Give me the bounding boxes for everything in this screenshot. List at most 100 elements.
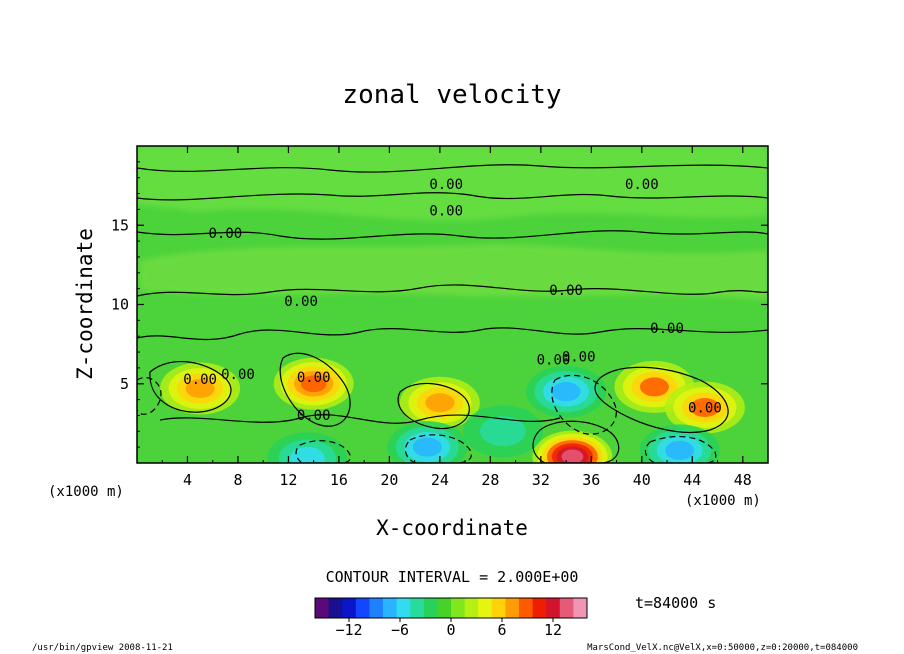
colorbar-swatch bbox=[559, 598, 574, 618]
contour-line bbox=[295, 440, 351, 463]
contour-label: 0.00 bbox=[688, 400, 722, 416]
contour-label: 0.00 bbox=[650, 321, 684, 337]
colorbar-swatch bbox=[464, 598, 479, 618]
x-tick-label: 36 bbox=[582, 471, 600, 489]
contour-line bbox=[137, 327, 768, 341]
contour-interval: CONTOUR INTERVAL = 2.000E+00 bbox=[326, 568, 579, 586]
colorbar-swatch bbox=[423, 598, 438, 618]
contour-line bbox=[594, 366, 729, 433]
contour-label: 0.00 bbox=[297, 370, 331, 386]
contour-label: 0.00 bbox=[549, 283, 583, 299]
colorbar-swatch bbox=[437, 598, 452, 618]
data-blob bbox=[551, 382, 581, 402]
contour-label: 0.00 bbox=[183, 372, 217, 388]
x-tick-label: 24 bbox=[431, 471, 449, 489]
data-blob bbox=[185, 379, 215, 399]
negative-contours bbox=[137, 374, 717, 463]
contour-label: 0.00 bbox=[537, 353, 571, 369]
contour-line bbox=[137, 230, 768, 240]
contour-label: 0.00 bbox=[208, 226, 242, 242]
upper-band bbox=[137, 146, 768, 221]
data-blob bbox=[425, 393, 455, 413]
colorbar-swatch bbox=[519, 598, 534, 618]
x-tick-label: 4 bbox=[183, 471, 192, 489]
contour-line bbox=[644, 435, 717, 463]
colorbar-tick-label: 0 bbox=[446, 621, 455, 639]
footer-source: MarsCond_VelX.nc@VelX,x=0:50000,z=0:2000… bbox=[587, 643, 858, 653]
contour-line bbox=[397, 382, 470, 430]
x-tick-label: 12 bbox=[279, 471, 297, 489]
colorbar-tick-label: 12 bbox=[544, 621, 562, 639]
contour-line bbox=[137, 192, 768, 201]
middle-band bbox=[140, 244, 768, 300]
colorbar-swatch bbox=[328, 598, 343, 618]
x-tick-label: 28 bbox=[481, 471, 499, 489]
contour-label: 0.00 bbox=[562, 350, 596, 366]
contour-line bbox=[532, 420, 620, 463]
colorbar-swatch bbox=[532, 598, 547, 618]
contour-line bbox=[149, 360, 232, 413]
x-tick-label: 44 bbox=[683, 471, 701, 489]
field-features: 0.000.000.000.000.000.000.000.000.000.00… bbox=[137, 146, 768, 463]
contour-line bbox=[279, 352, 351, 427]
data-blob bbox=[479, 416, 526, 447]
colorbar: −12 −6 0 6 12 bbox=[314, 597, 588, 639]
contour-label: 0.00 bbox=[284, 294, 318, 310]
data-blob bbox=[639, 377, 669, 397]
contour-label: 0.00 bbox=[625, 177, 659, 193]
colorbar-swatch bbox=[505, 598, 520, 618]
footer-program: /usr/bin/gpview 2008-11-21 bbox=[32, 643, 173, 653]
x-tick-label: 20 bbox=[380, 471, 398, 489]
contour-line bbox=[551, 374, 617, 435]
chart-title: zonal velocity bbox=[342, 80, 561, 110]
colorbar-swatch bbox=[396, 598, 411, 618]
data-blob bbox=[290, 446, 325, 463]
data-blob bbox=[561, 449, 584, 463]
colorbar-tick-label: −6 bbox=[391, 621, 409, 639]
x-tick-label: 16 bbox=[330, 471, 348, 489]
x-tick-label: 48 bbox=[734, 471, 752, 489]
colorbar-swatch bbox=[491, 598, 506, 618]
time-label: t=84000 s bbox=[635, 594, 716, 612]
y-axis-label: Z-coordinate bbox=[73, 228, 97, 380]
colorbar-swatch bbox=[355, 598, 370, 618]
colorbar-swatch bbox=[546, 598, 561, 618]
x-tick-label: 8 bbox=[233, 471, 242, 489]
contour-line bbox=[137, 164, 768, 173]
x-unit-left: (x1000 m) bbox=[48, 484, 124, 500]
contour-label: 0.00 bbox=[297, 408, 331, 424]
data-blob bbox=[412, 437, 442, 457]
colorbar-tick-label: 6 bbox=[497, 621, 506, 639]
contour-line bbox=[159, 414, 561, 424]
contour-label: 0.00 bbox=[429, 177, 463, 193]
x-tick-label: 40 bbox=[633, 471, 651, 489]
colorbar-swatch bbox=[315, 598, 330, 618]
contour-lines bbox=[137, 164, 768, 463]
y-tick-label: 15 bbox=[111, 216, 129, 234]
contour-line bbox=[137, 284, 768, 297]
colorbar-swatch bbox=[478, 598, 493, 618]
colorbar-swatch bbox=[342, 598, 357, 618]
x-axis-label: X-coordinate bbox=[376, 516, 528, 540]
colorbar-tick-label: −12 bbox=[335, 621, 362, 639]
colorbar-swatch bbox=[383, 598, 398, 618]
y-tick-label: 5 bbox=[120, 375, 129, 393]
contour-line bbox=[404, 434, 472, 463]
colorbar-swatch bbox=[369, 598, 384, 618]
contour-labels: 0.000.000.000.000.000.000.000.000.000.00… bbox=[183, 177, 722, 424]
data-blob bbox=[690, 398, 720, 418]
x-tick-label: 32 bbox=[532, 471, 550, 489]
contour-label: 0.00 bbox=[221, 367, 255, 383]
colorbar-swatch bbox=[573, 598, 588, 618]
x-unit-right: (x1000 m) bbox=[685, 493, 761, 509]
contour-line bbox=[137, 377, 162, 415]
y-tick-label: 10 bbox=[111, 296, 129, 314]
plot-area: 0.000.000.000.000.000.000.000.000.000.00… bbox=[111, 145, 769, 489]
colorbar-swatch bbox=[410, 598, 425, 618]
data-blob bbox=[665, 440, 695, 460]
colorbar-swatch bbox=[451, 598, 466, 618]
data-blob bbox=[300, 375, 327, 393]
contour-label: 0.00 bbox=[429, 204, 463, 220]
